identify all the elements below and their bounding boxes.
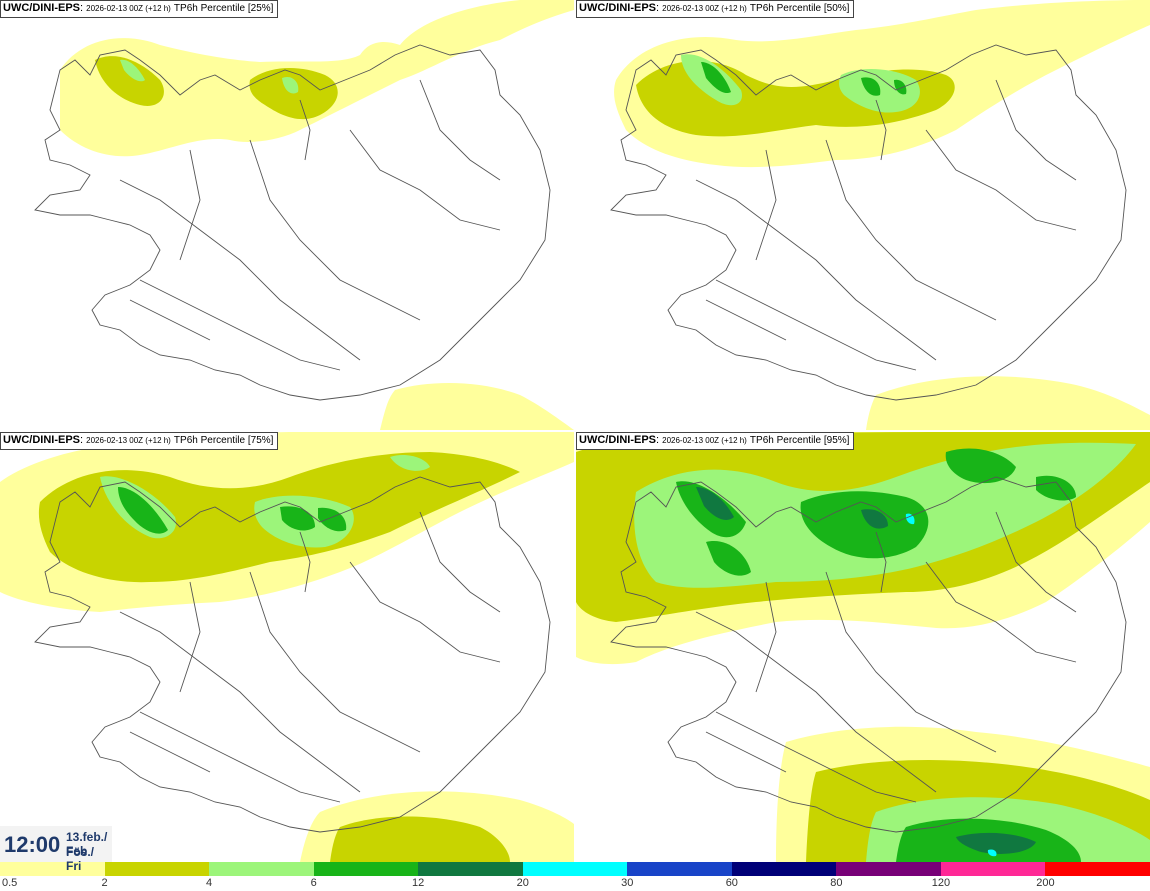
- legend-swatch: [836, 862, 941, 876]
- run-label: 2026-02-13 00Z (+12 h): [86, 4, 171, 13]
- run-label: 2026-02-13 00Z (+12 h): [662, 4, 747, 13]
- model-label: UWC/DINI-EPS: [579, 2, 656, 14]
- color-legend: 0.5 2 4 6 12 20 30 60 80 120 200: [0, 862, 1150, 891]
- precip-darkgreen: [696, 487, 1036, 854]
- iceland-outline: [610, 44, 1127, 401]
- param-label: TP6h Percentile [25%]: [173, 3, 274, 14]
- iceland-outline: [610, 476, 1127, 833]
- map-panel-p25: UWC/DINI-EPS: 2026-02-13 00Z (+12 h) TP6…: [0, 0, 574, 430]
- valid-time-box: 12:00 13.feb./ Feb Fös./ Fri: [0, 826, 112, 873]
- precip-dgreen: [118, 487, 347, 534]
- param-label: TP6h Percentile [50%]: [749, 3, 850, 14]
- legend-label: 200: [1036, 877, 1055, 889]
- run-label: 2026-02-13 00Z (+12 h): [662, 436, 747, 445]
- legend-label: 2: [101, 877, 108, 889]
- valid-time-clock: 12:00: [4, 832, 61, 857]
- legend-label: 60: [725, 877, 738, 889]
- legend-label: 80: [830, 877, 843, 889]
- precip-cyan: [905, 513, 997, 857]
- map-panel-p50: UWC/DINI-EPS: 2026-02-13 00Z (+12 h) TP6…: [576, 0, 1150, 430]
- panel-title: UWC/DINI-EPS: 2026-02-13 00Z (+12 h) TP6…: [576, 0, 855, 18]
- legend-swatch: [731, 862, 837, 876]
- model-label: UWC/DINI-EPS: [3, 434, 80, 446]
- run-label: 2026-02-13 00Z (+12 h): [86, 436, 171, 445]
- legend-swatch: [627, 862, 732, 876]
- param-label: TP6h Percentile [75%]: [173, 435, 274, 446]
- map-canvas: [34, 0, 574, 430]
- legend-swatch: [940, 862, 1046, 876]
- legend-label: 4: [206, 877, 213, 889]
- param-label: TP6h Percentile [95%]: [749, 435, 850, 446]
- legend-swatch: [0, 862, 105, 876]
- legend-swatch: [104, 862, 210, 876]
- map-panel-p95: UWC/DINI-EPS: 2026-02-13 00Z (+12 h) TP6…: [576, 432, 1150, 862]
- map-panel-p75: UWC/DINI-EPS: 2026-02-13 00Z (+12 h) TP6…: [0, 432, 574, 862]
- legend-swatch: [313, 862, 419, 876]
- iceland-outline: [34, 476, 551, 833]
- legend-swatch: [418, 862, 523, 876]
- legend-color-bar: [0, 862, 1150, 876]
- iceland-outline: [34, 44, 551, 401]
- map-canvas: [576, 432, 1150, 862]
- legend-label: 6: [310, 877, 317, 889]
- legend-swatch: [522, 862, 628, 876]
- legend-swatch: [209, 862, 314, 876]
- panel-title: UWC/DINI-EPS: 2026-02-13 00Z (+12 h) TP6…: [0, 0, 279, 18]
- map-canvas: [610, 0, 1150, 430]
- panel-title: UWC/DINI-EPS: 2026-02-13 00Z (+12 h) TP6…: [0, 432, 279, 450]
- precip-green: [120, 59, 299, 94]
- precip-olive: [95, 56, 338, 120]
- legend-label: 0.5: [2, 877, 18, 889]
- legend-label: 12: [412, 877, 425, 889]
- valid-weekday: Fös./ Fri: [66, 845, 95, 873]
- valid-date: 13.feb./ Feb: [66, 830, 108, 858]
- legend-label: 20: [516, 877, 529, 889]
- model-label: UWC/DINI-EPS: [3, 2, 80, 14]
- model-label: UWC/DINI-EPS: [579, 434, 656, 446]
- legend-swatch: [1045, 862, 1150, 876]
- legend-label: 120: [931, 877, 951, 889]
- precip-dgreen: [701, 62, 907, 96]
- map-canvas: [0, 432, 574, 862]
- legend-label: 30: [621, 877, 634, 889]
- panel-title: UWC/DINI-EPS: 2026-02-13 00Z (+12 h) TP6…: [576, 432, 855, 450]
